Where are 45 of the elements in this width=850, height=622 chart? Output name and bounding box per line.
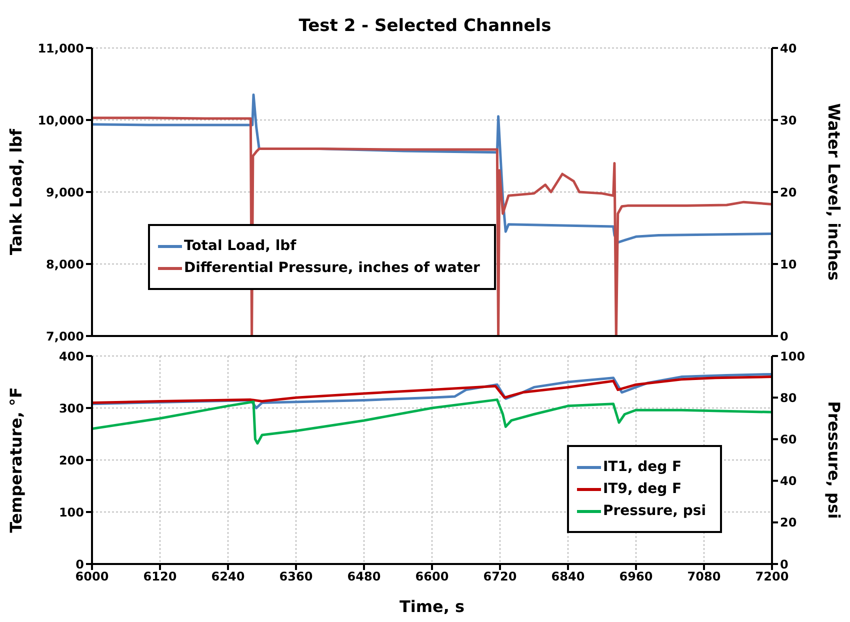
line-series — [92, 398, 772, 445]
legend-label: IT1, deg F — [602, 459, 682, 475]
legend-label: IT9, deg F — [602, 481, 682, 497]
line-series — [92, 376, 772, 404]
y-tick-label: 7,000 — [46, 329, 84, 344]
y-tick-label: 0 — [76, 557, 84, 572]
y2-tick-label: 20 — [780, 516, 797, 530]
y-axis-title: Temperature, °F — [6, 387, 26, 533]
x-tick-label: 7200 — [755, 570, 789, 584]
y-tick-label: 11,000 — [38, 41, 84, 56]
y2-tick-label: 20 — [780, 185, 797, 200]
x-axis-title: Time, s — [399, 597, 465, 616]
x-tick-label: 6720 — [483, 570, 517, 584]
y-tick-label: 8,000 — [46, 257, 84, 272]
y2-tick-label: 0 — [780, 557, 788, 572]
y-tick-label: 200 — [58, 453, 84, 468]
legend-label: Total Load, lbf — [184, 238, 296, 254]
y2-tick-label: 40 — [780, 474, 797, 488]
y2-tick-label: 0 — [780, 329, 788, 344]
y2-tick-label: 60 — [780, 432, 797, 446]
x-tick-label: 6960 — [619, 570, 653, 584]
x-tick-label: 6600 — [415, 570, 449, 584]
x-tick-label: 6360 — [279, 570, 313, 584]
x-tick-label: 6240 — [211, 570, 245, 584]
y2-tick-label: 30 — [780, 113, 797, 128]
y-tick-label: 100 — [58, 505, 84, 520]
y2-tick-label: 40 — [780, 41, 797, 56]
y2-tick-label: 100 — [780, 349, 806, 364]
x-tick-label: 6000 — [75, 570, 109, 584]
y-axis-title: Tank Load, lbf — [6, 128, 26, 256]
y-tick-label: 9,000 — [46, 185, 84, 200]
y2-axis-title: Water Level, inches — [824, 103, 844, 281]
legend-label: Pressure, psi — [602, 503, 706, 519]
y-tick-label: 10,000 — [38, 113, 84, 128]
y-tick-label: 400 — [58, 349, 84, 364]
y2-tick-label: 80 — [780, 390, 797, 405]
x-tick-label: 7080 — [687, 570, 721, 584]
legend-label: Differential Pressure, inches of water — [184, 260, 480, 276]
chart-title: Test 2 - Selected Channels — [298, 16, 552, 36]
y2-tick-label: 10 — [780, 257, 797, 272]
y-tick-label: 300 — [58, 401, 84, 416]
x-tick-label: 6480 — [347, 570, 381, 584]
x-tick-label: 6120 — [143, 570, 177, 584]
x-tick-label: 6840 — [551, 570, 585, 584]
y2-axis-title: Pressure, psi — [824, 401, 844, 519]
